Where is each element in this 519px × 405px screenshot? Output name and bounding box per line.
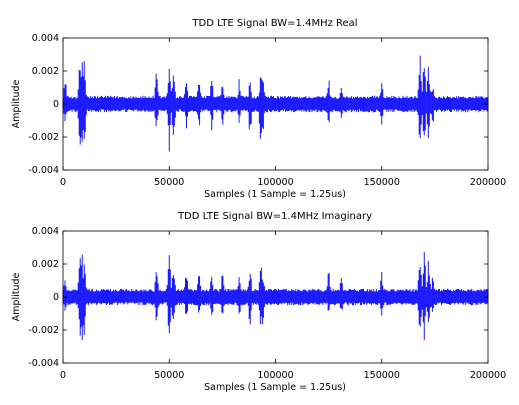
y-tick-label: 0.004 bbox=[32, 33, 59, 44]
x-tick-label: 100000 bbox=[257, 370, 293, 381]
x-tick-label: 200000 bbox=[470, 177, 506, 188]
signal-line bbox=[62, 252, 489, 341]
x-tick-label: 150000 bbox=[364, 177, 400, 188]
y-tick-label: 0.002 bbox=[32, 66, 59, 77]
y-tick-label: 0 bbox=[53, 99, 59, 110]
x-tick-label: 0 bbox=[60, 177, 66, 188]
y-tick-label: 0.004 bbox=[32, 226, 59, 237]
y-axis-label-real: Amplitude bbox=[11, 80, 22, 129]
x-tick-label: 50000 bbox=[154, 177, 184, 188]
signal-line bbox=[62, 55, 489, 152]
y-axis-label-imaginary: Amplitude bbox=[11, 273, 22, 322]
x-axis-label-imaginary: Samples (1 Sample = 1.25us) bbox=[204, 382, 346, 393]
subplot-real: TDD LTE Signal BW=1.4MHz Real 0.004 0.00… bbox=[11, 18, 506, 200]
y-tick-label: -0.004 bbox=[28, 165, 59, 176]
plot-frame-real bbox=[62, 37, 489, 171]
x-tick-label: 100000 bbox=[257, 177, 293, 188]
signal-trace-real bbox=[62, 55, 489, 152]
y-tick-label: -0.002 bbox=[28, 132, 59, 143]
x-tick-label: 200000 bbox=[470, 370, 506, 381]
signal-trace-imaginary bbox=[62, 252, 489, 341]
x-tick-label: 150000 bbox=[364, 370, 400, 381]
y-tick-label: 0.002 bbox=[32, 259, 59, 270]
y-tick-label: 0 bbox=[53, 292, 59, 303]
plot-frame-imaginary bbox=[62, 230, 489, 364]
subplot-imaginary: TDD LTE Signal BW=1.4MHz Imaginary 0.004… bbox=[11, 211, 506, 393]
y-tick-label: -0.002 bbox=[28, 325, 59, 336]
x-tick-label: 0 bbox=[60, 370, 66, 381]
y-tick-label: -0.004 bbox=[28, 358, 59, 369]
x-axis-label-real: Samples (1 Sample = 1.25us) bbox=[204, 189, 346, 200]
chart-title-imaginary: TDD LTE Signal BW=1.4MHz Imaginary bbox=[177, 211, 372, 222]
x-tick-label: 50000 bbox=[154, 370, 184, 381]
chart-title-real: TDD LTE Signal BW=1.4MHz Real bbox=[191, 18, 357, 29]
